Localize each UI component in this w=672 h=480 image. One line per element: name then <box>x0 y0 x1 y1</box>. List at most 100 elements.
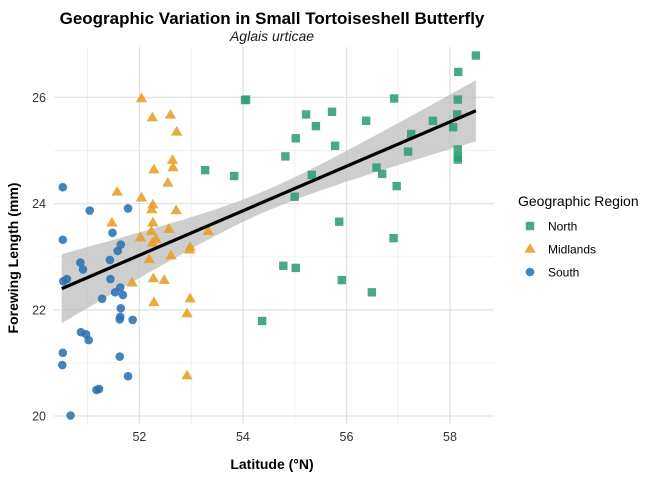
data-point-midlands <box>183 243 196 254</box>
data-point-south <box>123 371 133 381</box>
data-point-south <box>58 182 68 192</box>
chart-subtitle: Aglais urticae <box>229 28 314 44</box>
data-point-south <box>76 258 85 267</box>
y-axis-title: Forewing Length (mm) <box>5 183 21 334</box>
data-point-midlands <box>147 198 159 209</box>
y-tick-label: 24 <box>32 197 46 211</box>
data-point-north <box>389 233 398 243</box>
data-point-midlands <box>164 108 177 119</box>
x-tick-label: 52 <box>132 430 146 444</box>
x-tick-label: 56 <box>340 430 354 444</box>
data-point-north <box>330 141 340 150</box>
data-point-south <box>110 288 120 297</box>
data-point-south <box>57 360 67 370</box>
confidence-band <box>61 80 476 324</box>
minor-gridlines <box>54 47 494 424</box>
data-point-north <box>279 261 288 270</box>
data-point-north <box>327 107 337 116</box>
data-point-midlands <box>202 225 214 235</box>
data-point-midlands <box>181 369 193 380</box>
x-tick-label: 58 <box>443 430 457 444</box>
data-point-north <box>372 163 381 172</box>
trend-line-layer <box>61 109 477 291</box>
data-point-south <box>92 385 101 395</box>
x-axis-title: Latitude (°N) <box>230 456 313 472</box>
data-point-north <box>311 121 321 131</box>
data-point-north <box>291 263 300 273</box>
data-point-north <box>392 181 401 191</box>
data-point-midlands <box>145 225 158 235</box>
data-point-south <box>66 411 75 420</box>
data-point-midlands <box>106 216 118 227</box>
y-tick-label: 26 <box>32 91 46 105</box>
legend-label-midlands: Midlands <box>548 242 596 256</box>
data-point-midlands <box>165 249 177 260</box>
legend-key-south <box>525 267 535 277</box>
data-point-north <box>301 110 311 119</box>
legend-label-south: South <box>548 265 579 279</box>
data-point-south <box>97 294 107 303</box>
data-point-midlands <box>143 253 155 264</box>
data-point-north <box>389 94 399 103</box>
legend-label-north: North <box>548 219 577 233</box>
data-point-midlands <box>162 176 174 187</box>
major-gridlines <box>54 47 494 424</box>
data-point-midlands <box>147 272 160 283</box>
data-point-north <box>281 152 290 161</box>
data-point-midlands <box>184 292 196 303</box>
legend-item-south: South <box>525 265 579 279</box>
data-point-south <box>116 303 126 313</box>
data-point-north <box>403 147 413 156</box>
data-point-midlands <box>163 223 175 233</box>
data-point-south <box>113 246 122 256</box>
data-point-midlands <box>147 216 159 227</box>
data-point-north <box>337 275 347 285</box>
data-point-north <box>453 145 462 154</box>
data-point-midlands <box>148 296 160 307</box>
data-point-midlands <box>135 191 148 202</box>
data-point-midlands <box>135 92 148 103</box>
confidence-band-layer <box>61 80 476 324</box>
data-point-south <box>123 204 133 213</box>
data-point-south <box>128 315 137 325</box>
data-point-midlands <box>146 236 159 247</box>
data-point-south <box>106 274 115 284</box>
data-point-south <box>58 235 68 245</box>
data-point-north <box>428 116 438 126</box>
legend-key-midlands <box>524 243 536 253</box>
x-axis-ticks: 52 54 56 58 <box>132 430 457 444</box>
data-point-north <box>471 51 481 60</box>
data-point-north <box>361 116 371 126</box>
legend-item-midlands: Midlands <box>524 242 596 256</box>
data-point-north <box>307 170 316 180</box>
data-point-south <box>84 335 93 345</box>
data-point-south <box>105 255 115 265</box>
data-point-south <box>78 265 88 274</box>
series-midlands <box>106 92 214 380</box>
chart-title: Geographic Variation in Small Tortoisesh… <box>60 9 485 28</box>
series-north <box>200 51 481 326</box>
data-point-north <box>448 122 458 132</box>
y-tick-label: 22 <box>32 303 46 317</box>
trend-line <box>61 109 477 291</box>
data-point-north <box>454 67 463 77</box>
data-point-north <box>377 169 387 179</box>
data-point-north <box>453 110 462 119</box>
data-point-south <box>118 290 128 300</box>
data-point-south <box>115 315 125 324</box>
data-point-midlands <box>146 111 159 122</box>
data-point-midlands <box>170 204 182 215</box>
legend-key-north <box>525 221 535 231</box>
legend-items: North Midlands South <box>524 219 596 279</box>
data-point-north <box>229 171 239 181</box>
data-point-north <box>200 165 210 175</box>
legend: Geographic Region North Midlands South <box>518 193 639 279</box>
data-point-south <box>59 276 68 286</box>
legend-title: Geographic Region <box>518 193 639 209</box>
data-point-midlands <box>111 185 123 196</box>
data-point-midlands <box>146 203 158 214</box>
data-point-midlands <box>167 161 179 172</box>
data-point-north <box>406 129 416 139</box>
data-point-north <box>291 134 300 143</box>
